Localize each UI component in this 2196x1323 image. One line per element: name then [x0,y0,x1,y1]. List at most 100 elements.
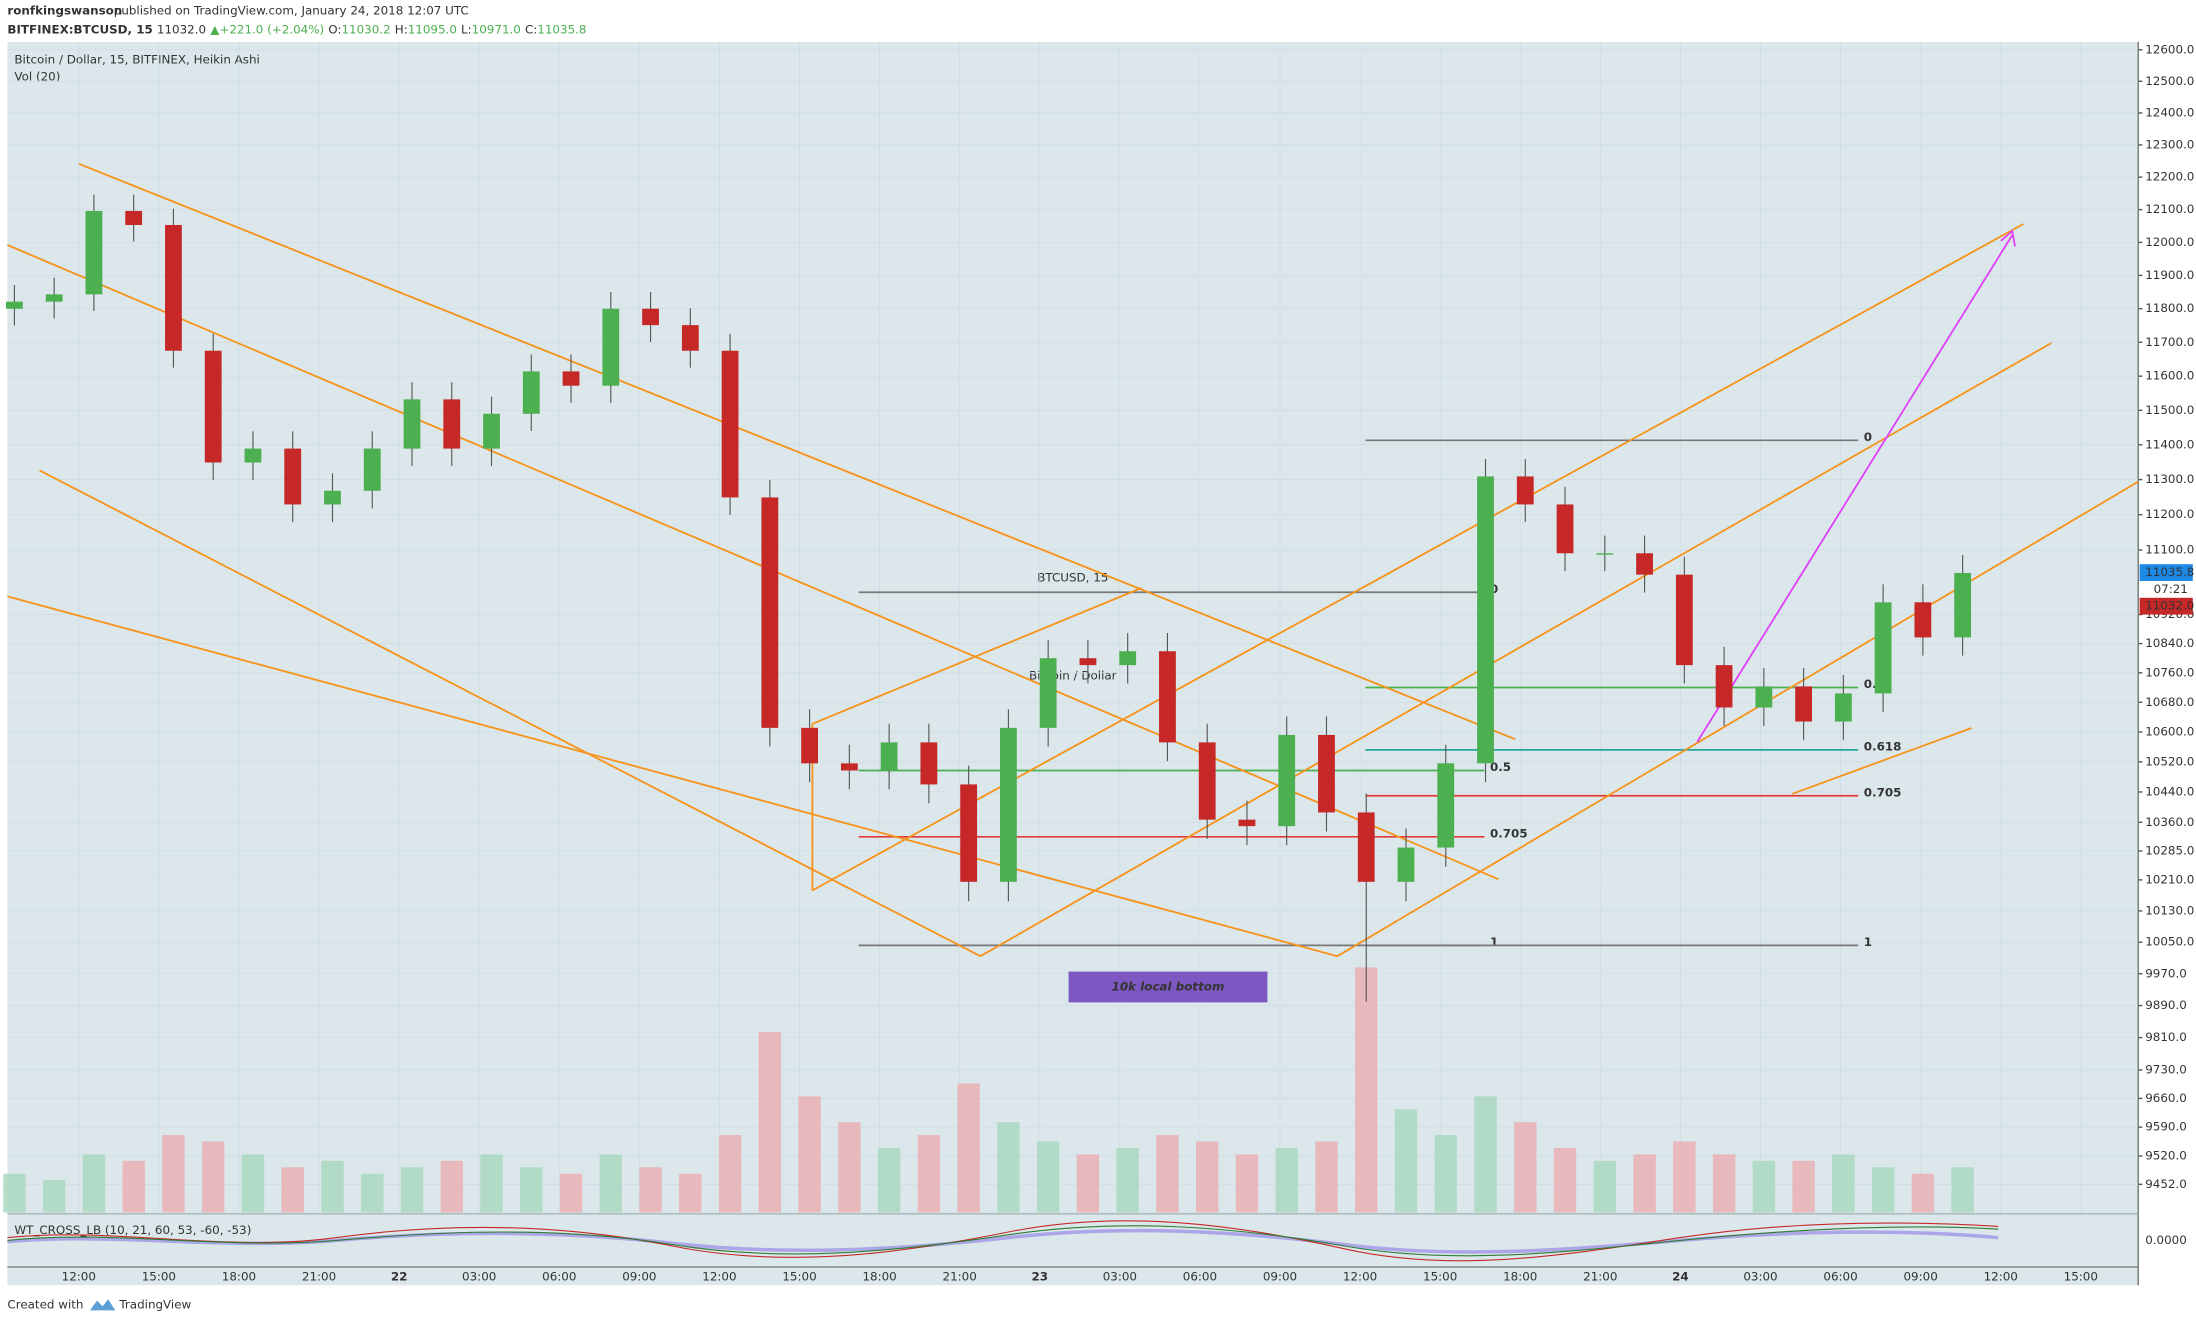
footer-brand[interactable]: TradingView [118,1297,191,1311]
open: 11030.2 [341,22,390,36]
volume-bar [877,1147,901,1213]
volume-bar [1116,1147,1139,1213]
close-price-label: 11032.0 [2145,599,2194,613]
volume-bar [1593,1160,1616,1213]
candle-body [840,763,858,771]
publisher[interactable]: ronfkingswanson [7,4,122,18]
volume-bar [400,1167,424,1213]
volume-bar [3,1173,26,1213]
fib-label: 0.705 [1490,827,1528,841]
candle-body [1516,476,1534,505]
candle-body [721,350,739,498]
candle-body [324,490,341,505]
volume-bar [1832,1154,1855,1213]
y-tick-label: 12500.0 [2145,74,2194,88]
candle-body [1556,504,1574,554]
y-tick-label: 10285.0 [2145,844,2194,858]
candle-body [761,497,779,728]
volume-bar [1434,1135,1457,1213]
candle-layer [6,194,1972,1002]
candle-body [45,294,63,302]
l-label: L: [461,22,472,36]
chart-area [7,42,2139,1286]
x-tick-label: 09:00 [622,1269,656,1283]
y-tick-label: 10050.0 [2145,935,2194,949]
trend-line [39,469,981,958]
candle-body [284,448,302,505]
x-tick-label: 21:00 [943,1269,977,1283]
candle-body [1278,734,1296,827]
y-tick-label: 9452.0 [2145,1177,2187,1191]
x-tick-label: 15:00 [1423,1269,1457,1283]
y-tick-label: 10440.0 [2145,784,2194,798]
volume-bar [1196,1141,1219,1213]
y-tick-label: 11900.0 [2145,268,2194,282]
y-tick-label: 12400.0 [2145,105,2194,119]
fib-label: 1 [1490,935,1498,949]
x-tick-label: 22 [391,1269,408,1283]
x-tick-label: 23 [1031,1269,1048,1283]
candle-body [443,399,461,449]
volume-bar [838,1122,861,1213]
volume-bar [1553,1147,1577,1213]
volume-bar [1036,1141,1060,1213]
y-tick-label: 10520.0 [2145,754,2194,768]
candle-body [165,224,182,351]
candle-body [1198,742,1216,820]
low: 10971.0 [472,22,521,36]
x-tick-label: 24 [1672,1269,1689,1283]
x-tick-label: 12:00 [1984,1269,2018,1283]
y-tick-label: 11500.0 [2145,403,2194,417]
y-tick-label: 10130.0 [2145,903,2194,917]
trend-lines [7,162,2139,958]
y-tick-label: 9590.0 [2145,1120,2187,1134]
fib-label: 0.705 [1864,785,1902,799]
y-tick-label: 9730.0 [2145,1062,2187,1076]
y-tick-label: 11600.0 [2145,369,2194,383]
candle-body [642,308,659,326]
volume-bar [440,1160,463,1213]
y-tick-label: 9970.0 [2145,966,2187,980]
volume-bar [321,1160,344,1213]
y-tick-label: 12300.0 [2145,137,2194,151]
candle-body [1397,847,1415,882]
tradingview-logo [90,1299,116,1311]
volume-bar [122,1160,145,1213]
volume-bar [281,1167,304,1213]
candle-body [1834,693,1852,722]
volume-bar [1871,1167,1895,1213]
volume-legend: Vol (20) [14,70,60,84]
volume-bar [1076,1154,1100,1213]
c-label: C: [525,22,537,36]
trend-line [7,595,1338,958]
volume-bar [480,1154,503,1213]
volume-bar [202,1141,225,1213]
candle-body [1914,602,1932,638]
volume-bar [42,1180,66,1213]
candle-body [1238,819,1256,827]
y-tick-label: 12100.0 [2145,202,2194,216]
y-tick-label: 10840.0 [2145,636,2194,650]
y-tick-label: 10210.0 [2145,872,2194,886]
y-tick-label: 11800.0 [2145,301,2194,315]
volume-bar [1355,967,1378,1213]
fib-label: 0.5 [1490,760,1511,774]
x-tick-label: 06:00 [1823,1269,1857,1283]
candle-body [1357,812,1375,882]
y-tick-label: 11400.0 [2145,437,2194,451]
trend-line [7,244,1499,881]
volume-bar [162,1135,185,1213]
time-axis: 12:00 15:00 18:00 21:00 22 03:00 06:00 09:00 12:… [62,1269,2098,1283]
volume-bar [957,1083,980,1213]
x-tick-label: 12:00 [702,1269,736,1283]
candle-body [1715,665,1733,708]
y-tick-label: 9660.0 [2145,1091,2187,1105]
y-tick-label: 10600.0 [2145,724,2194,738]
candle-body [1318,734,1335,813]
candle-body [681,325,699,351]
indicator-value: 0.0000 [2145,1233,2187,1247]
o-label: O: [328,22,341,36]
candle-body [880,742,898,771]
close-price-box [2139,597,2193,615]
candle-body [204,350,222,463]
